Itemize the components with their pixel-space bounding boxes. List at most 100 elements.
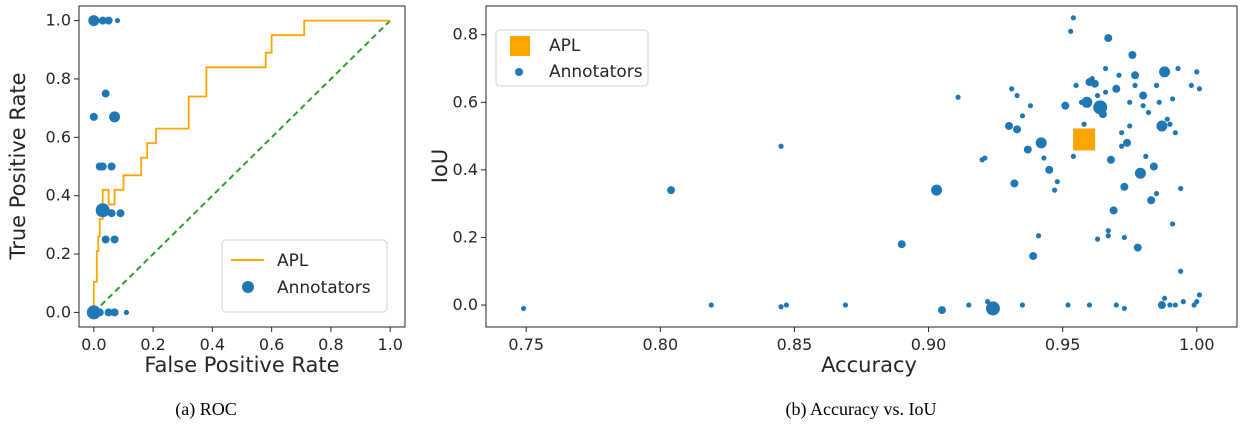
acc-annotator-point [1023,145,1032,154]
acc-annotator-point [937,306,946,315]
roc-ytick-label: 1.0 [46,11,71,30]
roc-caption: (a) ROC [175,399,237,420]
roc-annotator-point [86,305,101,320]
acc-annotator-point [1098,110,1107,119]
acc-annotator-point [1070,153,1076,159]
acc-annotator-point [1196,86,1203,92]
acc-annotator-point [979,157,985,163]
acc-annotator-point [1027,103,1034,109]
roc-annotator-point [114,17,121,24]
acc-annotator-point [931,184,943,196]
roc-ytick-label: 0.2 [46,244,71,263]
acc-annotator-point [1196,292,1203,298]
acc-annotator-point [520,305,527,312]
roc-annotator-point [89,112,98,121]
acc-annotator-point [1068,28,1074,34]
roc-annotator-point [109,111,121,123]
roc-xtick-label: 1.0 [377,335,402,354]
roc-annotator-point [104,16,113,25]
acc-annotator-point [1054,179,1060,185]
acc-annotator-point [1119,130,1125,136]
acc-annotator-point [778,143,784,149]
acc-annotator-point [1170,96,1176,102]
roc-annotator-point [116,209,125,218]
acc-apl-marker [1073,128,1096,151]
roc-annotator-point [104,308,113,317]
roc-annotator-point [95,308,104,317]
roc-xtick-label: 0.4 [200,335,225,354]
roc-legend-box [221,239,388,313]
acc-annotator-point [1005,121,1014,130]
roc-annotator-point [98,162,107,171]
acc-plot-frame [485,5,1238,328]
acc-annotator-point [1013,125,1022,134]
acc-annotator-point [1121,305,1127,312]
acc-annotator-point [708,302,714,308]
roc-legend-annotators-label: Annotators [277,278,371,298]
acc-ytick-label: 0.8 [453,25,478,44]
acc-annotator-point [1140,103,1146,109]
roc-legend-apl-label: APL [277,251,309,271]
acc-annotator-point [1194,299,1200,305]
acc-annotator-point [1153,82,1160,89]
roc-annotator-point [110,308,119,317]
acc-annotator-point [1035,233,1042,239]
acc-xtick-label: 0.80 [643,335,679,354]
acc-annotator-point [1052,187,1058,193]
acc-annotator-point [1161,295,1168,301]
acc-xtick-label: 0.75 [508,335,544,354]
roc-xtick-label: 0.8 [318,335,343,354]
roc-ylabel: True Positive Rate [6,72,30,260]
acc-annotator-point [1127,99,1133,105]
roc-annotator-point [107,162,116,171]
acc-annotator-point [1159,66,1171,78]
roc-ytick-label: 0.0 [46,302,71,321]
acc-annotator-point [1014,92,1020,99]
acc-annotator-point [1105,233,1111,239]
acc-annotator-point [1009,86,1015,92]
acc-ylabel: IoU [428,149,452,183]
acc-annotator-point [1128,50,1137,59]
acc-annotator-point [1086,302,1093,308]
acc-annotator-point [1073,82,1079,89]
roc-annotator-point [110,235,119,244]
acc-annotator-point [1109,206,1118,215]
roc-xtick-label: 0.6 [259,335,284,354]
acc-annotator-point [1119,143,1125,149]
acc-annotator-point [1123,138,1132,147]
roc-ytick-label: 0.8 [46,69,71,88]
roc-xlabel: False Positive Rate [144,353,339,377]
acc-xlabel: Accuracy [821,353,917,377]
acc-ytick-label: 0.2 [453,227,478,246]
acc-annotator-point [1019,302,1026,308]
acc-annotator-point [1065,302,1071,308]
acc-marks [520,15,1203,316]
acc-xtick-label: 0.90 [911,335,947,354]
acc-annotator-point [783,302,790,308]
acc-annotator-point [1131,71,1140,80]
roc-annotator-point [101,89,110,98]
acc-xtick-label: 1.00 [1179,335,1215,354]
roc-legend: APL Annotators [221,239,388,313]
acc-caption: (b) Accuracy vs. IoU [786,399,937,420]
acc-annotator-point [1029,252,1038,261]
acc-annotator-point [1188,82,1195,89]
acc-annotator-point [1094,92,1101,99]
acc-annotator-point [1167,121,1173,127]
acc-annotator-point [985,301,1000,316]
acc-annotator-point [1102,89,1109,95]
acc-annotator-point [1104,34,1113,43]
roc-xtick-label: 0.2 [140,335,165,354]
acc-annotator-point [1089,76,1095,82]
acc-annotator-point [1134,167,1146,179]
acc-annotator-point [1105,228,1111,234]
acc-annotator-point [955,94,961,100]
roc-annotator-point [123,309,130,316]
acc-annotator-point [1061,101,1070,110]
roc-ticks: 0.0 0.2 0.4 0.6 0.8 1.0 0.0 0.2 0.4 0.6 0.8 1.0 [46,11,403,354]
acc-ytick-label: 0.4 [453,160,478,179]
roc-apl-line [92,19,391,313]
acc-annotator-point [1194,69,1200,75]
acc-annotator-point [842,302,849,308]
